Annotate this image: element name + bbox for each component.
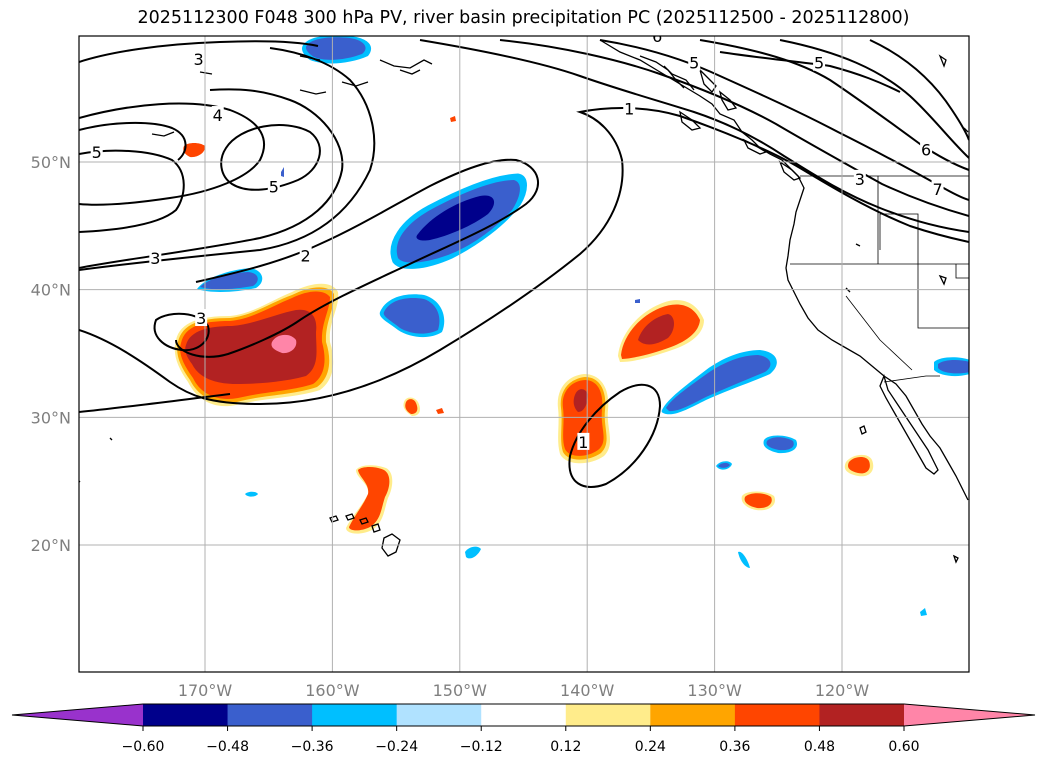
lat-tick-label: 30°N [31,408,71,427]
contour-label: 3 [855,170,865,189]
colorbar-tick-label: 0.36 [719,739,750,755]
contour-label: 5 [92,143,102,162]
colorbar-tick-label: 0.24 [635,739,666,755]
contour-label: 5 [269,178,279,197]
lon-tick-label: 120°W [815,681,870,700]
contour-label: 6 [652,27,662,46]
lon-tick-label: 150°W [433,681,488,700]
contour-label: 2 [301,246,311,265]
lat-tick-label: 40°N [31,281,71,300]
lat-tick-label: 20°N [31,536,71,555]
lat-tick-label: 50°N [31,153,71,172]
colorbar-tick-label: −0.12 [460,739,503,755]
political-borders [790,175,969,383]
colorbar-segment [396,704,482,726]
contour-label-bg [299,246,312,264]
colorbar-tick-label: 0.48 [804,739,835,755]
contour-label: 7 [932,180,942,199]
map-title: 2025112300 F048 300 hPa PV, river basin … [137,8,910,28]
coastlines [79,39,969,564]
colorbar-tick-label: −0.36 [291,739,334,755]
colorbar-segment [481,704,567,726]
contour-label-bg [211,106,224,124]
latitude-tick-labels: 50°N 40°N 30°N 20°N [31,153,71,555]
colorbar-segment [819,704,905,726]
precip-negative-anomalies [183,36,969,616]
lon-tick-label: 140°W [560,681,615,700]
lon-tick-label: 170°W [178,681,233,700]
colorbar-tick-label: 0.12 [550,739,581,755]
colorbar: −0.60 −0.48 −0.36 −0.24 −0.12 0.12 0.24 0.36 0.4… [11,703,1036,755]
colorbar-under-extension [12,704,143,726]
lon-tick-label: 160°W [305,681,360,700]
contour-label-bg [931,180,944,198]
contour-label-bg [90,143,103,161]
lon-tick-label: 130°W [687,681,742,700]
colorbar-tick-label: −0.60 [122,739,165,755]
longitude-tick-labels: 170°W 160°W 150°W 140°W 130°W 120°W [178,681,870,700]
contour-label-bg [813,53,826,71]
contour-label-bg [651,36,664,44]
map-frame [78,35,970,673]
colorbar-segment [565,704,651,726]
colorbar-over-extension [904,704,1035,726]
contour-label-bg [577,432,590,450]
colorbar-segment [312,704,398,726]
contour-label-bg [853,169,866,187]
colorbar-tick-label: −0.24 [375,739,418,755]
contour-label: 5 [814,54,824,73]
colorbar-segment [227,704,313,726]
colorbar-segment [734,704,820,726]
contour-label-bg [149,249,162,267]
contour-label: 5 [689,54,699,73]
contour-label-bg [195,309,208,327]
pv-contour-labels: 3 4 5 5 3 2 3 1 6 5 5 6 3 7 1 [90,27,944,452]
contour-label-bg [688,53,701,71]
colorbar-segment [650,704,736,726]
contour-label-bg [267,177,280,195]
colorbar-tick-label: 0.60 [888,739,919,755]
pv-contours [79,39,969,488]
precip-positive-anomalies [174,116,874,534]
contour-label-bg [623,99,636,117]
contour-label: 6 [921,141,931,160]
colorbar-segment [143,704,229,726]
colorbar-tick-label: −0.48 [206,739,249,755]
contour-label: 3 [196,309,206,328]
contour-label: 1 [624,100,634,119]
gridlines [79,36,969,672]
contour-label-bg [920,140,933,158]
contour-label: 4 [213,106,223,125]
contour-label: 1 [578,433,588,452]
contour-label: 3 [150,249,160,268]
contour-label: 3 [194,50,204,69]
contour-label-bg [192,49,205,67]
